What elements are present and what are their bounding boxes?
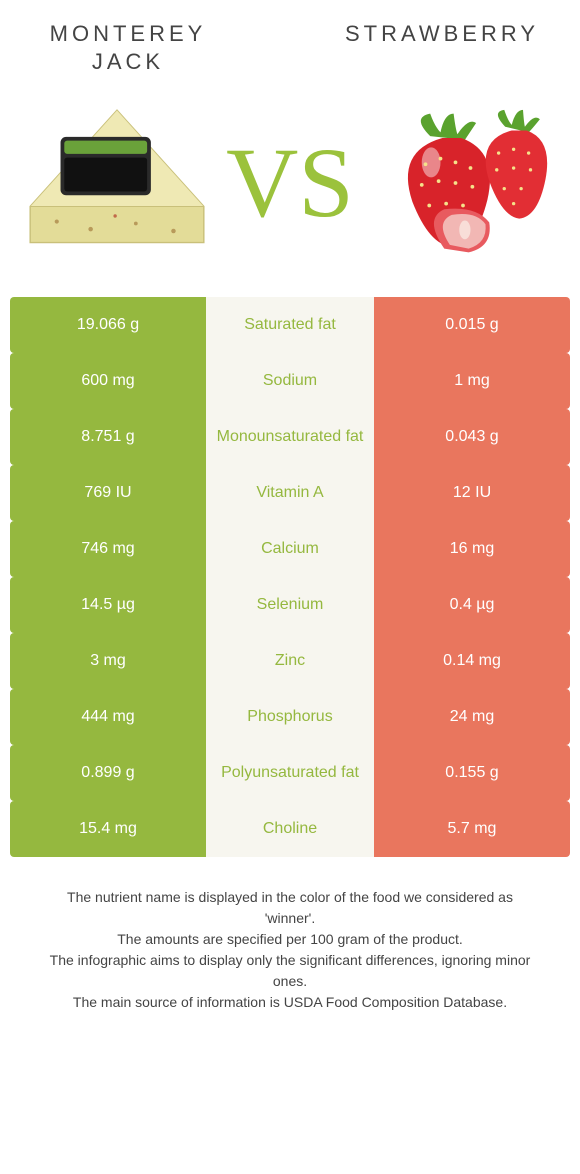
left-value-cell: 19.066 g [10,297,206,353]
left-value-cell: 15.4 mg [10,801,206,857]
footnote-line: The nutrient name is displayed in the co… [40,887,540,929]
right-food-image [368,93,558,273]
infographic-container: MONTEREY JACK STRAWBERRY VS [0,0,580,1053]
table-row: 600 mgSodium1 mg [10,353,570,409]
left-value-cell: 746 mg [10,521,206,577]
left-value-cell: 444 mg [10,689,206,745]
right-value-cell: 0.14 mg [374,633,570,689]
table-row: 14.5 µgSelenium0.4 µg [10,577,570,633]
table-row: 19.066 gSaturated fat0.015 g [10,297,570,353]
nutrient-label-cell: Vitamin A [206,465,374,521]
nutrient-label-cell: Selenium [206,577,374,633]
nutrient-label-cell: Phosphorus [206,689,374,745]
left-value-cell: 14.5 µg [10,577,206,633]
table-row: 444 mgPhosphorus24 mg [10,689,570,745]
right-value-cell: 0.015 g [374,297,570,353]
left-value-cell: 0.899 g [10,745,206,801]
footnotes: The nutrient name is displayed in the co… [10,857,570,1023]
nutrient-label-cell: Sodium [206,353,374,409]
nutrient-label-cell: Choline [206,801,374,857]
right-value-cell: 5.7 mg [374,801,570,857]
footnote-line: The amounts are specified per 100 gram o… [40,929,540,950]
nutrient-label-cell: Zinc [206,633,374,689]
footnote-line: The infographic aims to display only the… [40,950,540,992]
right-value-cell: 0.043 g [374,409,570,465]
table-row: 15.4 mgCholine5.7 mg [10,801,570,857]
table-row: 3 mgZinc0.14 mg [10,633,570,689]
table-row: 746 mgCalcium16 mg [10,521,570,577]
right-value-cell: 12 IU [374,465,570,521]
hero-row: VS [10,83,570,297]
nutrient-label-cell: Polyunsaturated fat [206,745,374,801]
table-row: 769 IUVitamin A12 IU [10,465,570,521]
left-food-title: MONTEREY JACK [28,20,228,75]
left-food-image [22,93,212,273]
nutrient-label-cell: Calcium [206,521,374,577]
right-value-cell: 1 mg [374,353,570,409]
right-value-cell: 0.155 g [374,745,570,801]
table-row: 0.899 gPolyunsaturated fat0.155 g [10,745,570,801]
right-value-cell: 0.4 µg [374,577,570,633]
nutrient-label-cell: Saturated fat [206,297,374,353]
left-value-cell: 600 mg [10,353,206,409]
cheese-icon [22,103,212,263]
left-value-cell: 8.751 g [10,409,206,465]
vs-label: VS [222,133,358,233]
right-value-cell: 16 mg [374,521,570,577]
left-value-cell: 769 IU [10,465,206,521]
right-food-title: STRAWBERRY [332,20,552,48]
table-row: 8.751 gMonounsaturated fat0.043 g [10,409,570,465]
titles-row: MONTEREY JACK STRAWBERRY [10,20,570,83]
comparison-table: 19.066 gSaturated fat0.015 g600 mgSodium… [10,297,570,857]
left-value-cell: 3 mg [10,633,206,689]
right-value-cell: 24 mg [374,689,570,745]
strawberry-icon [378,108,548,258]
footnote-line: The main source of information is USDA F… [40,992,540,1013]
nutrient-label-cell: Monounsaturated fat [206,409,374,465]
